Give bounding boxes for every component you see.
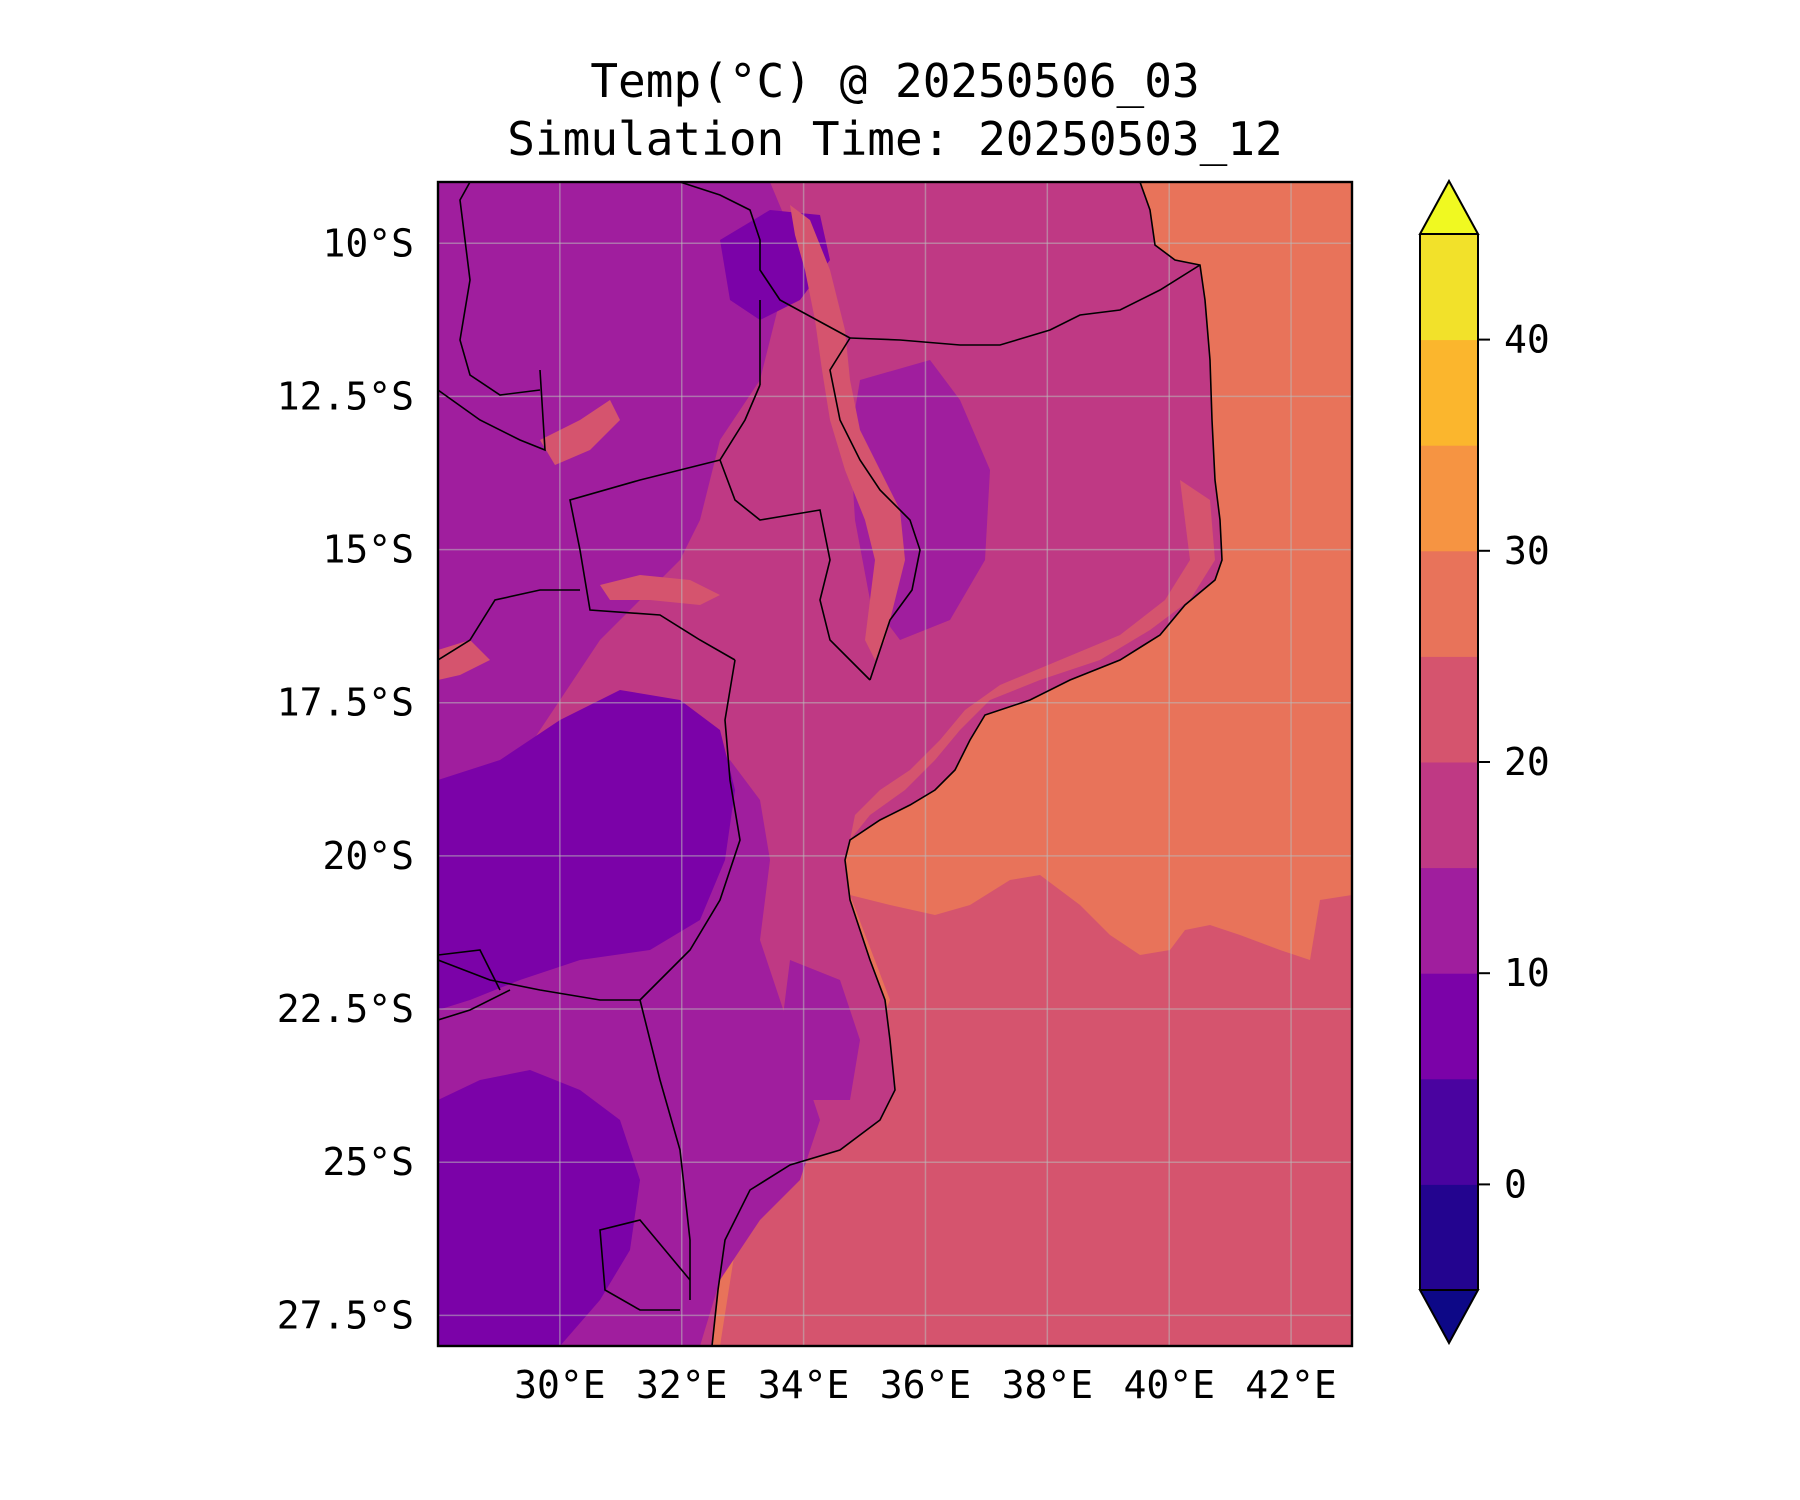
- lon-tick-label: 42°E: [1245, 1363, 1337, 1407]
- coastline: [711, 182, 1223, 1346]
- lat-tick-label: 22.5°S: [277, 987, 414, 1031]
- lon-tick-label: 34°E: [758, 1363, 850, 1407]
- colorbar-tick-label: 0: [1504, 1162, 1527, 1206]
- country-borders: [438, 182, 1201, 1311]
- colorbar-tick-label: 20: [1504, 740, 1550, 784]
- colorbar-segment: [1420, 867, 1478, 974]
- map-panel: [438, 182, 1352, 1346]
- temperature-fill-lake-malawi: [790, 205, 905, 660]
- lat-tick-label: 17.5°S: [277, 681, 414, 725]
- colorbar-segment: [1420, 234, 1478, 341]
- colorbar-extend-over: [1418, 178, 1480, 235]
- colorbar-segment: [1420, 973, 1478, 1080]
- figure-title: Temp(°C) @ 20250506_03: [590, 54, 1199, 108]
- lon-tick-label: 38°E: [1002, 1363, 1094, 1407]
- lat-tick-label: 25°S: [322, 1140, 414, 1184]
- colorbar-segment: [1420, 1078, 1478, 1185]
- colorbar-segment: [1420, 445, 1478, 552]
- temperature-fill-ridge: [438, 640, 490, 680]
- map-frame: [436, 180, 1354, 1348]
- colorbar-tick-label: 30: [1504, 529, 1550, 573]
- lat-tick-label: 27.5°S: [277, 1293, 414, 1337]
- colorbar-segment: [1420, 550, 1478, 657]
- temperature-fill-10-15: [438, 182, 790, 860]
- temperature-fill-coastal-strip: [850, 480, 1215, 840]
- figure-subtitle: Simulation Time: 20250503_12: [507, 112, 1282, 166]
- lon-tick-label: 36°E: [880, 1363, 972, 1407]
- colorbar-segment: [1420, 1184, 1478, 1291]
- temperature-fill-5-10: [438, 1070, 640, 1346]
- map-gridlines: [438, 182, 1352, 1346]
- lon-tick-label: 30°E: [514, 1363, 606, 1407]
- temperature-fill-10-15: [780, 960, 860, 1100]
- lat-tick-label: 20°S: [322, 834, 414, 878]
- lat-tick-label: 10°S: [322, 221, 414, 265]
- temperature-fill-ocean-south: [720, 875, 1352, 1346]
- temperature-fill-ridge: [600, 575, 720, 605]
- colorbar-segment: [1420, 339, 1478, 446]
- colorbar-tick-label: 40: [1504, 318, 1550, 362]
- lon-tick-label: 40°E: [1123, 1363, 1215, 1407]
- lat-tick-label: 12.5°S: [277, 374, 414, 418]
- colorbar-extend-under: [1418, 1289, 1480, 1346]
- lon-tick-label: 32°E: [636, 1363, 728, 1407]
- colorbar-segment: [1420, 656, 1478, 763]
- colorbar-tick-label: 10: [1504, 951, 1550, 995]
- latitude-tick-labels: 10°S 12.5°S 15°S 17.5°S 20°S 22.5°S 25°S 27.5°S: [277, 221, 414, 1337]
- colorbar-segment: [1420, 762, 1478, 869]
- longitude-tick-labels: 30°E 32°E 34°E 36°E 38°E 40°E 42°E: [514, 1363, 1337, 1407]
- temperature-fill-5-10: [438, 690, 735, 1010]
- colorbar: 0 10 20 30 40: [1418, 178, 1550, 1346]
- lat-tick-label: 15°S: [322, 528, 414, 572]
